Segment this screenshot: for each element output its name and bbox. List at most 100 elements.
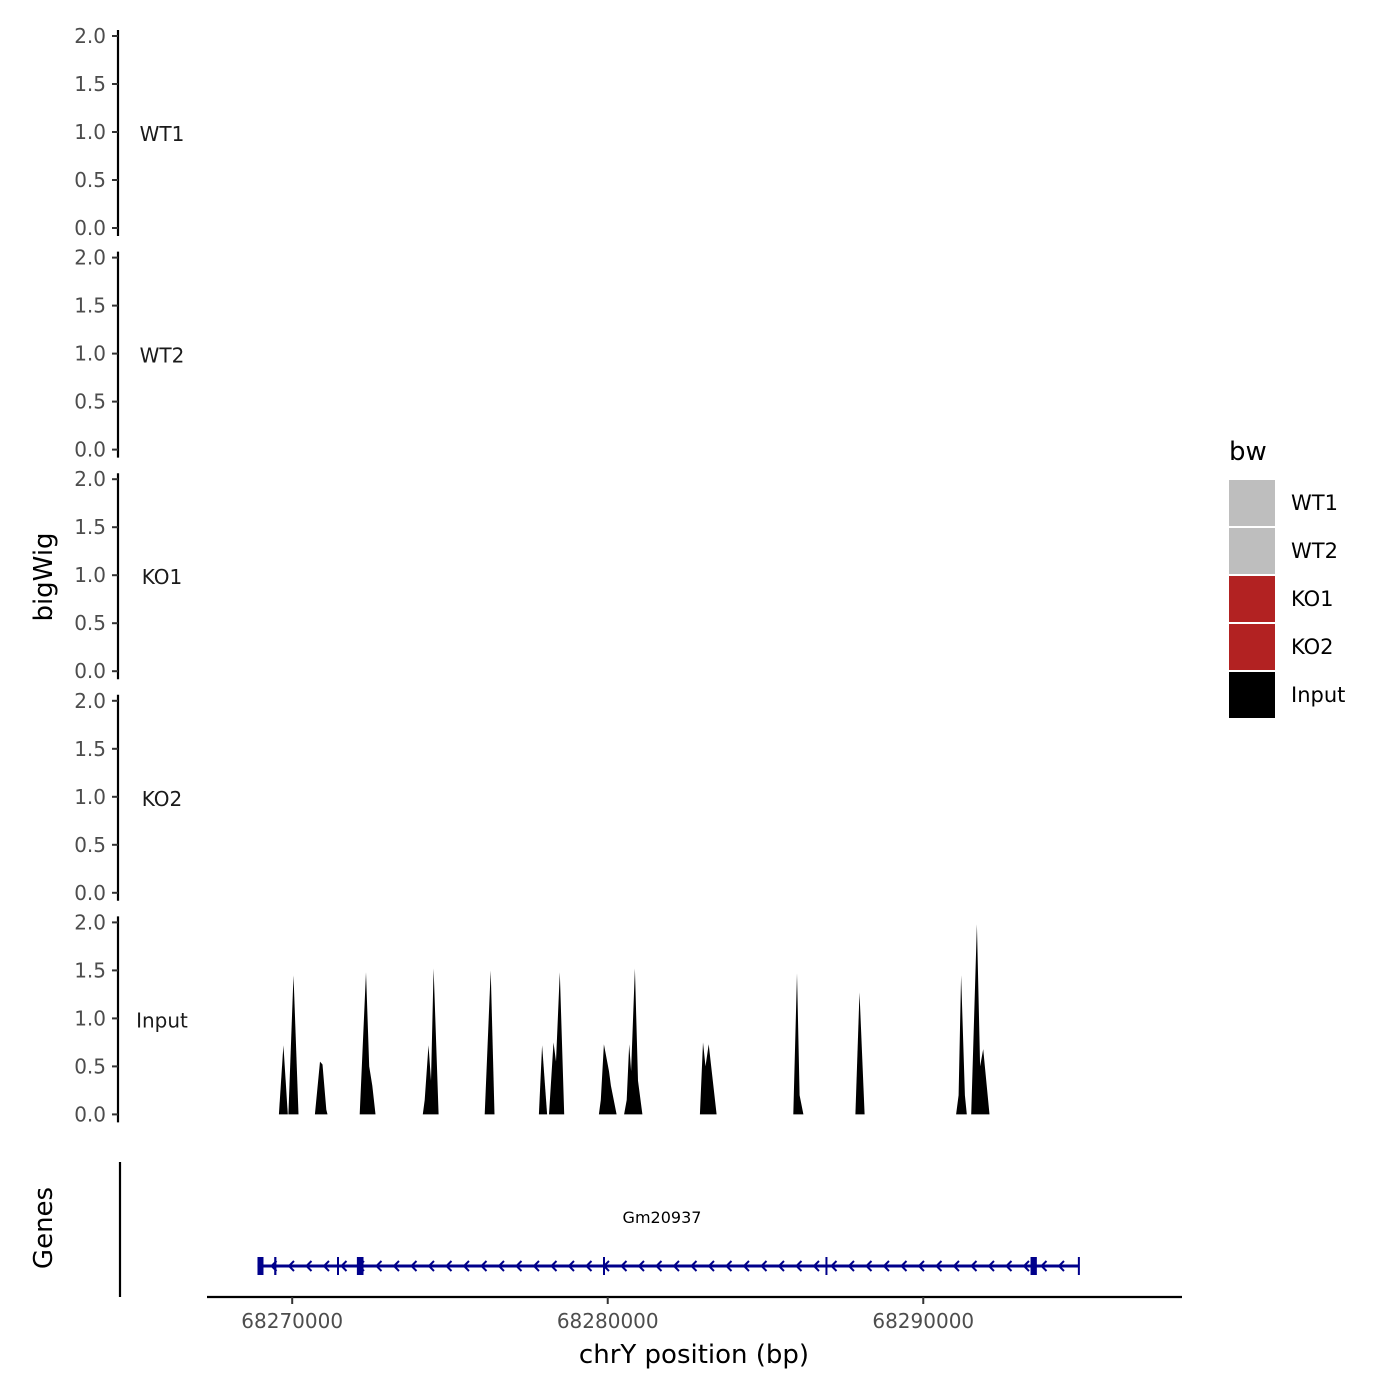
track-label: KO1 xyxy=(142,565,183,589)
signal-peak xyxy=(699,1042,717,1115)
strand-arrow xyxy=(340,1260,348,1272)
strand-arrow xyxy=(725,1260,733,1272)
legend-swatch xyxy=(1229,672,1275,718)
x-tick-label: 68280000 xyxy=(557,1309,659,1333)
strand-arrow xyxy=(1040,1260,1048,1272)
signal-peak xyxy=(484,970,495,1115)
gene-model: Gm20937 xyxy=(257,1208,1080,1275)
signal-peak xyxy=(359,972,376,1115)
signal-peak xyxy=(793,973,804,1115)
strand-arrow xyxy=(760,1260,768,1272)
y-tick-label: 2.0 xyxy=(74,24,106,48)
y-tick-label: 1.5 xyxy=(74,72,106,96)
signal-peak xyxy=(314,1061,328,1115)
strand-arrow xyxy=(900,1260,908,1272)
strand-arrow xyxy=(935,1260,943,1272)
strand-arrow xyxy=(515,1260,523,1272)
track-panel-input: 0.0 0.5 1.0 1.5 2.0 Input xyxy=(74,910,990,1126)
y-tick-label: 0.5 xyxy=(74,611,106,635)
strand-arrow xyxy=(1022,1260,1030,1272)
y-axis-title: bigWig xyxy=(29,532,59,621)
legend-swatch xyxy=(1229,624,1275,670)
y-tick-label: 0.5 xyxy=(74,833,106,857)
strand-arrow xyxy=(287,1260,295,1272)
gene-exon xyxy=(825,1257,828,1275)
signal-peak xyxy=(971,924,990,1115)
strand-arrow xyxy=(392,1260,400,1272)
y-tick-label: 1.5 xyxy=(74,958,106,982)
strand-arrow xyxy=(480,1260,488,1272)
legend-swatch xyxy=(1229,528,1275,574)
legend-title: bw xyxy=(1229,437,1267,467)
gene-exon xyxy=(337,1257,339,1275)
genes-panel: Genes Gm20937 xyxy=(29,1162,1080,1297)
strand-arrow xyxy=(672,1260,680,1272)
y-tick-label: 0.5 xyxy=(74,390,106,414)
y-tick-label: 1.0 xyxy=(74,1006,106,1030)
legend-label: KO1 xyxy=(1291,587,1334,611)
gene-name-label: Gm20937 xyxy=(623,1208,702,1227)
strand-arrow xyxy=(620,1260,628,1272)
signal-peak xyxy=(538,1045,548,1115)
legend-label: WT2 xyxy=(1291,539,1338,563)
strand-arrow xyxy=(795,1260,803,1272)
signal-peak xyxy=(549,972,565,1115)
strand-arrow xyxy=(812,1260,820,1272)
strand-arrow xyxy=(497,1260,505,1272)
signal-peak xyxy=(278,1045,288,1115)
y-tick-label: 1.0 xyxy=(74,120,106,144)
track-label: WT1 xyxy=(140,122,185,146)
signal-peak xyxy=(422,968,439,1115)
strand-arrow xyxy=(410,1260,418,1272)
y-tick-label: 0.0 xyxy=(74,881,106,905)
legend-swatch xyxy=(1229,576,1275,622)
signal-peak xyxy=(624,968,643,1115)
strand-arrow xyxy=(375,1260,383,1272)
y-tick-label: 2.0 xyxy=(74,689,106,713)
legend: bw WT1 WT2 KO1 KO2 Input xyxy=(1229,437,1345,718)
strand-arrow xyxy=(707,1260,715,1272)
y-tick-label: 2.0 xyxy=(74,910,106,934)
x-axis-title: chrY position (bp) xyxy=(579,1340,809,1370)
strand-arrow xyxy=(585,1260,593,1272)
strand-arrow xyxy=(847,1260,855,1272)
signal-peak xyxy=(956,975,967,1115)
x-tick-label: 68270000 xyxy=(241,1309,343,1333)
track-panel-wt2: 0.0 0.5 1.0 1.5 2.0 WT2 xyxy=(74,246,184,462)
gene-exon xyxy=(257,1257,264,1275)
track-label: KO2 xyxy=(142,787,183,811)
signal-peak xyxy=(855,992,865,1115)
legend-swatch xyxy=(1229,480,1275,526)
strand-arrow xyxy=(532,1260,540,1272)
y-tick-label: 0.5 xyxy=(74,1054,106,1078)
y-tick-label: 0.5 xyxy=(74,168,106,192)
y-tick-label: 0.0 xyxy=(74,216,106,240)
strand-arrow xyxy=(1005,1260,1013,1272)
track-panels: 0.00.51.01.52.0WT10.00.51.01.52.0WT20.00… xyxy=(74,24,990,1126)
y-tick-label: 1.5 xyxy=(74,515,106,539)
track-panel-ko2: 0.0 0.5 1.0 1.5 2.0 KO2 xyxy=(74,689,182,905)
legend-label: Input xyxy=(1291,683,1345,707)
y-tick-label: 1.0 xyxy=(74,785,106,809)
strand-arrow xyxy=(305,1260,313,1272)
x-tick-label: 68290000 xyxy=(872,1309,974,1333)
strand-arrow xyxy=(970,1260,978,1272)
signal-peak xyxy=(288,975,299,1115)
y-tick-label: 0.0 xyxy=(74,438,106,462)
y-tick-label: 0.0 xyxy=(74,1102,106,1126)
track-panel-wt1: 0.0 0.5 1.0 1.5 2.0 WT1 xyxy=(74,24,184,240)
strand-arrow xyxy=(917,1260,925,1272)
y-tick-label: 1.0 xyxy=(74,342,106,366)
y-tick-label: 1.5 xyxy=(74,737,106,761)
track-panel-ko1: 0.0 0.5 1.0 1.5 2.0 KO1 xyxy=(74,467,182,683)
legend-label: WT1 xyxy=(1291,491,1338,515)
strand-arrow xyxy=(882,1260,890,1272)
strand-arrow xyxy=(777,1260,785,1272)
strand-arrow xyxy=(655,1260,663,1272)
strand-arrow xyxy=(550,1260,558,1272)
gene-exon xyxy=(356,1257,364,1275)
y-tick-label: 1.5 xyxy=(74,294,106,318)
gene-exon xyxy=(1030,1257,1037,1275)
track-label: Input xyxy=(136,1008,188,1032)
strand-arrow xyxy=(322,1260,330,1272)
